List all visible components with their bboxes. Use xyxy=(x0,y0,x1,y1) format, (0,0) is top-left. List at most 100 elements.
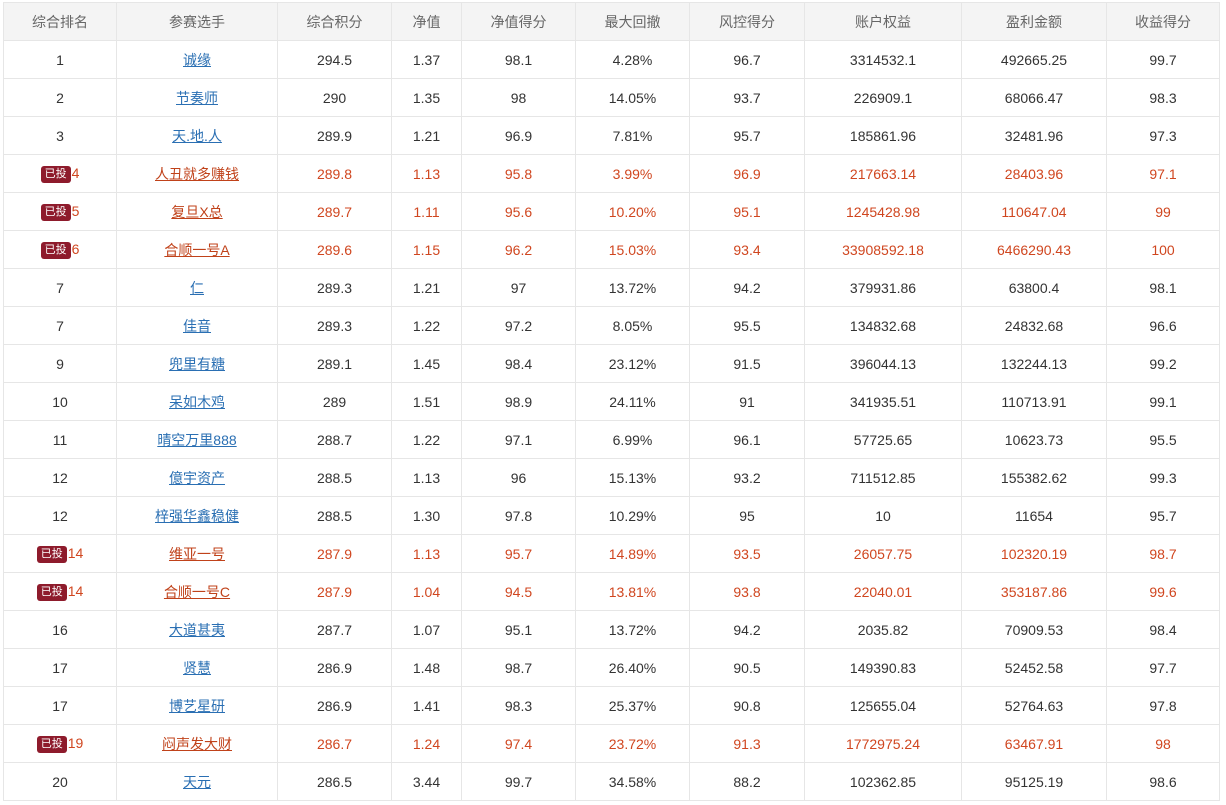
rank-value: 2 xyxy=(56,89,64,106)
rank-value: 12 xyxy=(52,469,68,486)
table-row: 10 呆如木鸡 289 1.51 98.9 24.11% 91 341935.51 110713… xyxy=(3,382,1220,421)
rank-cell: 12 xyxy=(3,458,117,497)
nav-score-cell: 98.1 xyxy=(461,40,576,79)
nav-cell: 1.30 xyxy=(391,496,462,535)
nav-cell: 1.22 xyxy=(391,306,462,345)
player-name-link[interactable]: 贤慧 xyxy=(183,659,211,676)
profit-cell: 132244.13 xyxy=(961,344,1107,383)
max-drawdown-cell: 23.12% xyxy=(575,344,690,383)
player-cell: 合顺一号C xyxy=(116,572,278,611)
player-name-link[interactable]: 博艺星研 xyxy=(169,697,225,714)
nav-cell: 1.04 xyxy=(391,572,462,611)
return-score-cell: 99.7 xyxy=(1106,40,1220,79)
total-score-cell: 288.7 xyxy=(277,420,392,459)
total-score-cell: 288.5 xyxy=(277,496,392,535)
nav-score-cell: 96.9 xyxy=(461,116,576,155)
account-equity-cell: 396044.13 xyxy=(804,344,962,383)
player-cell: 闷声发大财 xyxy=(116,724,278,763)
nav-cell: 1.41 xyxy=(391,686,462,725)
return-score-cell: 97.1 xyxy=(1106,154,1220,193)
player-name-link[interactable]: 晴空万里888 xyxy=(157,431,237,448)
rank-value: 4 xyxy=(71,164,80,181)
table-row: 已投 4 人丑就多赚钱 289.8 1.13 95.8 3.99% 96.9 217663.14… xyxy=(3,154,1220,193)
header-profit[interactable]: 盈利金额 xyxy=(961,2,1107,41)
nav-score-cell: 95.1 xyxy=(461,610,576,649)
nav-score-cell: 98.3 xyxy=(461,686,576,725)
player-name-link[interactable]: 佳音 xyxy=(183,317,211,334)
nav-cell: 1.35 xyxy=(391,78,462,117)
player-name-link[interactable]: 人丑就多赚钱 xyxy=(155,165,239,182)
header-account-equity[interactable]: 账户权益 xyxy=(804,2,962,41)
player-cell: 仁 xyxy=(116,268,278,307)
profit-cell: 28403.96 xyxy=(961,154,1107,193)
player-name-link[interactable]: 兜里有糖 xyxy=(169,355,225,372)
table-row: 20 天元 286.5 3.44 99.7 34.58% 88.2 102362.85 9512… xyxy=(3,762,1220,801)
account-equity-cell: 125655.04 xyxy=(804,686,962,725)
player-name-link[interactable]: 合顺一号C xyxy=(163,583,231,600)
header-rank[interactable]: 综合排名 xyxy=(3,2,117,41)
profit-cell: 63800.4 xyxy=(961,268,1107,307)
player-cell: 晴空万里888 xyxy=(116,420,278,459)
profit-cell: 24832.68 xyxy=(961,306,1107,345)
account-equity-cell: 33908592.18 xyxy=(804,230,962,269)
risk-score-cell: 94.2 xyxy=(689,268,805,307)
nav-cell: 1.11 xyxy=(391,192,462,231)
nav-score-cell: 99.7 xyxy=(461,762,576,801)
player-name-link[interactable]: 仁 xyxy=(190,279,204,296)
header-risk-score[interactable]: 风控得分 xyxy=(689,2,805,41)
player-name-link[interactable]: 复旦X总 xyxy=(171,203,223,220)
risk-score-cell: 94.2 xyxy=(689,610,805,649)
header-nav-score[interactable]: 净值得分 xyxy=(461,2,576,41)
header-max-drawdown[interactable]: 最大回撤 xyxy=(575,2,690,41)
risk-score-cell: 91 xyxy=(689,382,805,421)
table-header: 综合排名 参赛选手 综合积分 净值 净值得分 最大回撤 风控得分 账户权益 盈利… xyxy=(3,2,1220,41)
nav-score-cell: 97.1 xyxy=(461,420,576,459)
total-score-cell: 289 xyxy=(277,382,392,421)
account-equity-cell: 102362.85 xyxy=(804,762,962,801)
max-drawdown-cell: 3.99% xyxy=(575,154,690,193)
nav-score-cell: 97.4 xyxy=(461,724,576,763)
table-row: 1 诚缘 294.5 1.37 98.1 4.28% 96.7 3314532.1 492665… xyxy=(3,40,1220,79)
nav-score-cell: 98.4 xyxy=(461,344,576,383)
player-name-link[interactable]: 梓强华鑫稳健 xyxy=(155,507,239,524)
player-name-link[interactable]: 诚缘 xyxy=(183,51,211,68)
nav-cell: 1.13 xyxy=(391,154,462,193)
player-name-link[interactable]: 億宇资产 xyxy=(169,469,225,486)
max-drawdown-cell: 23.72% xyxy=(575,724,690,763)
rank-cell: 7 xyxy=(3,306,117,345)
risk-score-cell: 96.7 xyxy=(689,40,805,79)
player-cell: 博艺星研 xyxy=(116,686,278,725)
header-nav[interactable]: 净值 xyxy=(391,2,462,41)
player-name-link[interactable]: 天.地.人 xyxy=(172,127,222,144)
total-score-cell: 294.5 xyxy=(277,40,392,79)
player-cell: 人丑就多赚钱 xyxy=(116,154,278,193)
table-row: 7 佳音 289.3 1.22 97.2 8.05% 95.5 134832.68 24832.… xyxy=(3,306,1220,345)
header-player[interactable]: 参赛选手 xyxy=(116,2,278,41)
player-name-link[interactable]: 大道甚夷 xyxy=(169,621,225,638)
player-name-link[interactable]: 合顺一号A xyxy=(164,241,230,258)
risk-score-cell: 95.1 xyxy=(689,192,805,231)
nav-score-cell: 96.2 xyxy=(461,230,576,269)
invested-badge: 已投 xyxy=(36,545,67,563)
nav-score-cell: 94.5 xyxy=(461,572,576,611)
player-name-link[interactable]: 天元 xyxy=(183,773,211,790)
header-total-score[interactable]: 综合积分 xyxy=(277,2,392,41)
total-score-cell: 286.5 xyxy=(277,762,392,801)
rank-cell: 17 xyxy=(3,648,117,687)
profit-cell: 6466290.43 xyxy=(961,230,1107,269)
player-name-link[interactable]: 节奏师 xyxy=(176,89,218,106)
player-name-link[interactable]: 呆如木鸡 xyxy=(169,393,225,410)
table-row: 16 大道甚夷 287.7 1.07 95.1 13.72% 94.2 2035.82 7090… xyxy=(3,610,1220,649)
nav-score-cell: 98.9 xyxy=(461,382,576,421)
profit-cell: 11654 xyxy=(961,496,1107,535)
rank-cell: 12 xyxy=(3,496,117,535)
player-name-link[interactable]: 维亚一号 xyxy=(169,545,225,562)
max-drawdown-cell: 6.99% xyxy=(575,420,690,459)
player-cell: 大道甚夷 xyxy=(116,610,278,649)
profit-cell: 70909.53 xyxy=(961,610,1107,649)
rank-value: 1 xyxy=(56,51,64,68)
player-name-link[interactable]: 闷声发大财 xyxy=(162,735,232,752)
nav-score-cell: 97 xyxy=(461,268,576,307)
rank-cell: 17 xyxy=(3,686,117,725)
header-return-score[interactable]: 收益得分 xyxy=(1106,2,1220,41)
